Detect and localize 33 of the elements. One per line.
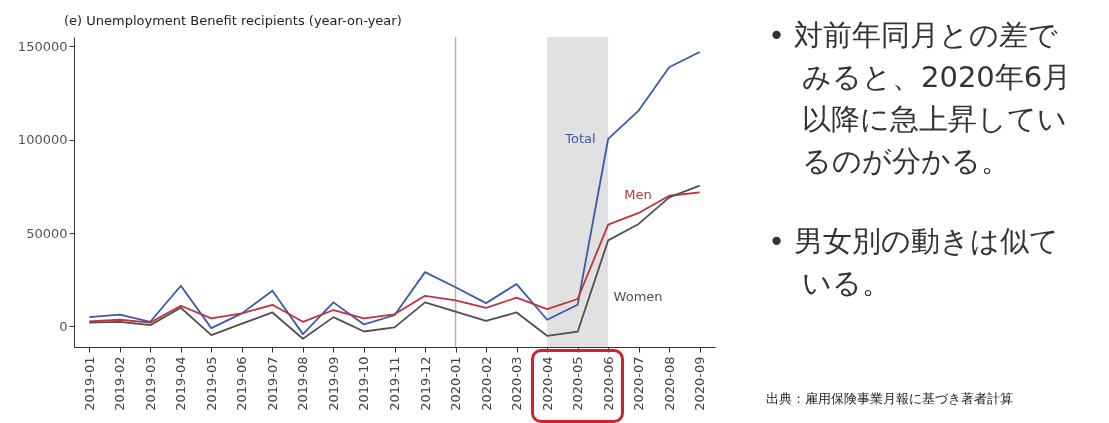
series-label: Women <box>613 289 663 305</box>
x-tick-label: 2019-10 <box>356 356 372 411</box>
x-tick-label: 2019-06 <box>234 356 250 411</box>
x-tick-label: 2020-03 <box>509 356 525 411</box>
x-tick-label: 2019-11 <box>387 356 402 411</box>
source-note: 出典：雇用保険事業月報に基づき著者計算 <box>766 390 1013 408</box>
x-tick-label: 2020-07 <box>631 356 647 411</box>
y-tick-label: 150000 <box>17 38 68 54</box>
y-tick-label: 100000 <box>17 132 68 148</box>
x-tick-label: 2020-02 <box>478 356 494 411</box>
x-tick-label: 2019-03 <box>142 356 158 411</box>
x-tick-label: 2019-05 <box>203 356 219 411</box>
x-tick-label: 2019-08 <box>295 356 311 411</box>
series-label: Total <box>564 131 596 147</box>
line-series <box>88 51 701 336</box>
chart-title: (e) Unemployment Benefit recipients (year-on-year) <box>64 13 402 29</box>
x-tick-label: 2020-09 <box>692 356 708 411</box>
x-tick-label: 2019-01 <box>81 356 97 411</box>
x-tick-label: 2019-09 <box>325 356 341 411</box>
x-tick-label: 2020-01 <box>448 356 464 411</box>
text: • 男女別の動きは似ている。 <box>768 223 1061 302</box>
y-tick-label: 0 <box>59 318 68 334</box>
x-tick-label: 2019-12 <box>417 356 433 411</box>
series-label: Men <box>624 187 652 203</box>
text: • 対前年同月との差でみると、2020年6月以降に急上昇しているのが分かる。 <box>768 17 1073 180</box>
x-tick-label: 2020-05 <box>570 356 586 411</box>
x-tick-label: 2020-08 <box>661 356 677 411</box>
x-tick-label: 2019-04 <box>173 356 189 411</box>
x-tick-label: 2020-06 <box>600 356 616 411</box>
x-tick-label: 2020-04 <box>539 356 555 411</box>
x-tick-label: 2019-02 <box>112 356 128 411</box>
y-tick-label: 50000 <box>26 225 68 241</box>
x-tick-label: 2019-07 <box>264 356 280 411</box>
